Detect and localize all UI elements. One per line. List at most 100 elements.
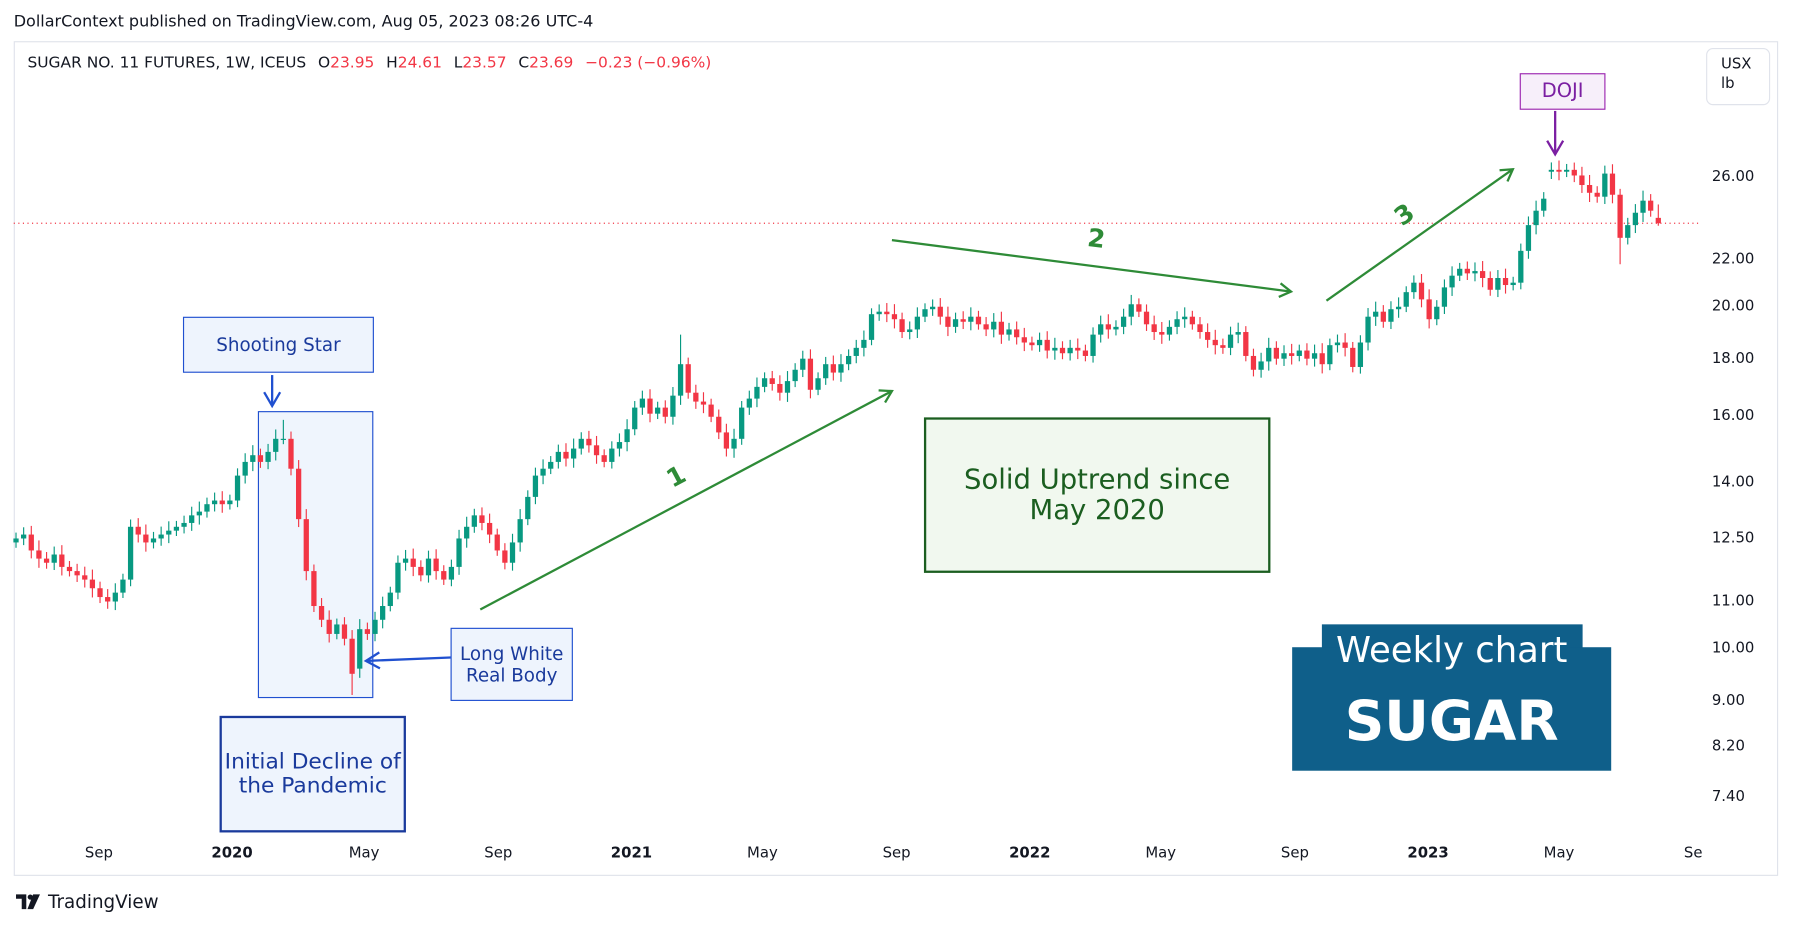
change-value: −0.23 (−0.96%) [585,53,712,73]
candle [1105,314,1111,339]
candle [441,565,447,585]
open-label: O [318,53,331,73]
candle-body [1525,225,1532,251]
candle [670,386,676,425]
candle [1533,200,1539,235]
candle [1449,266,1455,296]
candle-body [1036,339,1043,346]
candle-body [1120,316,1127,327]
candle [777,375,783,401]
candle-body [823,364,829,379]
candle-body [815,378,821,390]
price-tick-label: 22.00 [1711,251,1755,269]
tradingview-footer[interactable]: TradingView [16,891,159,913]
candle [1273,341,1280,365]
candle-body [800,358,806,370]
candle-body [257,455,264,462]
candle [548,456,554,475]
candle-body [1151,324,1157,333]
candle-body [945,316,951,327]
candle-body [395,562,401,593]
candle-body [960,319,966,322]
candle-body [609,448,615,462]
candle [234,468,241,508]
long-white-body-label: Long White Real Body [450,627,573,701]
candle-body [471,515,477,527]
candle [838,354,844,382]
candle [983,317,989,337]
candle [570,438,577,468]
candle [326,610,332,643]
candle-body [1319,353,1325,365]
initial-decline-label: Initial Decline of the Pandemic [219,715,406,833]
candle [380,596,386,629]
candle-body [570,448,577,459]
candle [341,617,348,646]
candle [1220,338,1226,354]
candle-body [1143,311,1150,325]
candle-body [525,496,531,520]
candle [632,401,638,436]
candle-body [273,438,279,452]
candle-body [349,638,355,674]
candle [1212,329,1218,355]
candle [418,560,424,582]
price-tick-label: 9.00 [1711,691,1745,710]
candle [1586,174,1593,202]
candle-body [1159,332,1165,335]
close-value: 23.69 [529,53,574,73]
candle [120,573,126,598]
time-tick-label: 2020 [211,845,253,863]
candle [761,372,768,393]
candle-body [410,558,416,567]
candle-body [204,504,210,512]
candle [1044,331,1050,359]
candle [1617,188,1623,265]
candle [257,448,264,468]
chart-frame[interactable] [13,41,1779,876]
candle-body [1586,185,1593,193]
candle-body [112,592,118,602]
candle [402,549,409,571]
candle-body [754,386,760,399]
candle-body [1166,326,1173,335]
candle-body [983,324,989,330]
candle-body [13,538,19,543]
wave-1-arrow [479,389,894,611]
candle-body [517,519,523,543]
unit-button[interactable]: USX lb [1706,48,1771,106]
candle [655,401,661,420]
candle [303,509,309,581]
candle [112,583,118,611]
candle-body [632,407,638,430]
candle-body [1441,287,1448,307]
candle-body [173,526,180,531]
candle-body [1059,347,1066,354]
candle-body [647,398,653,414]
candle [1495,270,1501,298]
candle-body [1632,212,1639,226]
candle [1388,301,1394,330]
candle [1556,160,1562,181]
candle-body [670,395,676,417]
candle-body [1625,225,1631,238]
candle [1029,336,1035,351]
wave-2-label: 2 [1085,224,1107,255]
candle-body [59,554,65,567]
candle [158,526,164,546]
candle [540,459,546,485]
candle-body [868,314,875,340]
candle [616,433,623,457]
unit-measure: lb [1720,75,1735,93]
candle-body [21,534,27,539]
candle [28,525,34,559]
candle [219,491,225,513]
candle-body [357,629,363,669]
candle-body [120,579,126,593]
candle [334,618,340,640]
candle-body [769,378,775,384]
candle-body [1648,200,1654,211]
long-white-arrow [363,651,451,670]
